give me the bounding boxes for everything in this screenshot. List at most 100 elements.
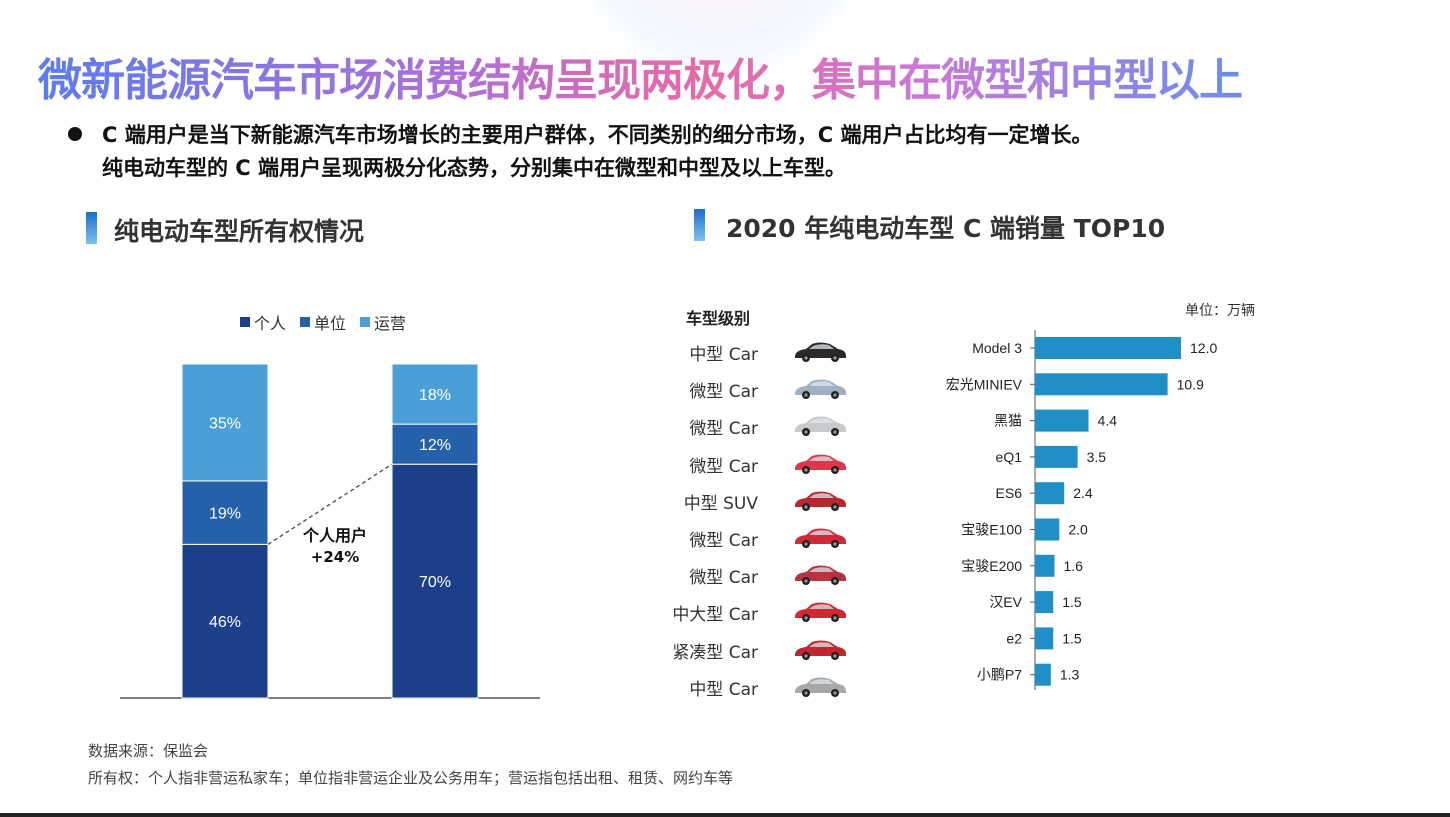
bottom-border [0, 813, 1450, 817]
vehicle-class-label: 中型 Car [689, 345, 758, 365]
vehicle-class-label: 中大型 Car [672, 605, 758, 626]
bar-segment-label: 70% [419, 574, 451, 591]
summary-text: C 端用户是当下新能源汽车市场增长的主要用户群体，不同类别的细分市场，C 端用户… [102, 119, 1092, 185]
growth-annotation-title: 个人用户 [302, 526, 367, 545]
sales-bar [1035, 663, 1051, 686]
vehicle-class-label: 紧凑型 Car [672, 642, 758, 663]
car-icon [795, 602, 846, 623]
bar-segment-单位 [391, 423, 479, 465]
sales-value-label: 10.9 [1177, 376, 1204, 392]
car-icon [795, 342, 846, 362]
chart-legend: 个人 单位 运营 [240, 310, 406, 334]
bar-segment-label: 19% [209, 506, 241, 523]
model-label: 宝骏E100 [961, 522, 1022, 538]
car-icon [795, 416, 846, 437]
sales-value-label: 2.4 [1073, 485, 1093, 501]
model-label: 小鹏P7 [977, 667, 1022, 683]
bar-segment-个人 [181, 543, 269, 699]
model-label: eQ1 [996, 449, 1023, 465]
vehicle-class-label: 微型 Car [689, 382, 758, 403]
model-label: 汉EV [989, 594, 1022, 610]
model-label: ES6 [996, 485, 1023, 501]
sales-value-label: 3.5 [1087, 449, 1107, 465]
sales-value-label: 12.0 [1190, 340, 1217, 356]
sales-bar [1035, 445, 1078, 468]
section-marker-left [86, 212, 97, 244]
bar-segment-label: 18% [419, 387, 451, 404]
sales-bar [1035, 627, 1054, 650]
vehicle-class-row: 中型 Car [650, 671, 860, 701]
model-label: e2 [1006, 630, 1022, 646]
legend-label-unit: 单位 [314, 314, 347, 333]
legend-swatch-operating [360, 317, 371, 327]
car-icon [795, 491, 846, 511]
page-title: 微新能源汽车市场消费结构呈现两极化，集中在微型和中型以上 [38, 44, 1243, 108]
vehicle-class-label: 微型 Car [689, 531, 758, 551]
vehicle-class-row: 中型 SUV [650, 485, 860, 515]
legend-label-operating: 运营 [374, 314, 407, 333]
sales-bar [1035, 482, 1065, 505]
sales-bar [1035, 554, 1055, 577]
model-label: 宏光MINIEV [946, 376, 1023, 392]
car-icon [795, 677, 846, 697]
bar-segment-label: 46% [209, 614, 241, 631]
vehicle-class-row: 微型 Car [650, 448, 860, 478]
summary-line-2: 纯电动车型的 C 端用户呈现两极分化态势，分别集中在微型和中型及以上车型。 [102, 156, 847, 180]
left-section-title: 纯电动车型所有权情况 [114, 217, 365, 246]
vehicle-class-header: 车型级别 [686, 309, 751, 328]
sales-value-label: 1.5 [1062, 630, 1082, 646]
sales-bar [1035, 337, 1181, 359]
vehicle-class-label: 微型 Car [689, 568, 758, 589]
legend-item-operating: 运营 [360, 310, 406, 334]
car-icon [795, 454, 846, 474]
bar-segment-运营 [181, 363, 269, 482]
legend-swatch-personal [240, 317, 250, 327]
sales-value-label: 4.4 [1098, 413, 1118, 429]
sales-value-label: 1.6 [1063, 558, 1083, 574]
car-icon [795, 528, 846, 548]
vehicle-class-row: 紧凑型 Car [650, 634, 860, 664]
model-label: Model 3 [972, 340, 1022, 356]
bar-segment-运营 [391, 363, 479, 425]
growth-connector-line [267, 463, 393, 545]
sales-value-label: 1.3 [1060, 667, 1080, 683]
vehicle-class-label: 中型 SUV [683, 493, 758, 514]
vehicle-class-row: 微型 Car [650, 559, 860, 589]
sales-value-label: 1.5 [1062, 594, 1082, 610]
vehicle-class-label: 微型 Car [689, 419, 758, 440]
unit-label: 单位：万辆 [1185, 303, 1255, 319]
bar-segment-label: 35% [209, 415, 241, 432]
legend-item-unit: 单位 [300, 310, 346, 334]
legend-label-personal: 个人 [254, 314, 287, 333]
vehicle-class-row: 微型 Car [650, 410, 860, 440]
vehicle-class-row: 中型 Car [650, 336, 860, 366]
car-icon [795, 379, 846, 400]
bar-segment-单位 [181, 480, 269, 545]
model-label: 黑猫 [994, 413, 1022, 429]
bar-segment-个人 [391, 463, 479, 699]
sales-bar [1035, 518, 1060, 541]
car-icon [795, 640, 846, 660]
model-label: 宝骏E200 [961, 558, 1022, 574]
vehicle-class-row: 微型 Car [650, 522, 860, 552]
vehicle-class-label: 微型 Car [689, 456, 758, 477]
vehicle-class-label: 中型 Car [689, 679, 758, 700]
bar-segment-label: 12% [419, 437, 451, 454]
vehicle-class-row: 中大型 Car [650, 596, 860, 626]
bullet-dot [68, 127, 82, 141]
growth-annotation-value: +24% [311, 548, 359, 566]
car-icon [795, 565, 846, 586]
legend-swatch-unit [300, 317, 311, 327]
definition-note: 所有权：个人指非营运私家车；单位指非营运企业及公务用车；营运指包括出租、租赁、网… [88, 769, 734, 787]
sales-bar [1035, 409, 1089, 432]
right-section-title: 2020 年纯电动车型 C 端销量 TOP10 [726, 214, 1166, 243]
sales-bar [1035, 591, 1054, 614]
source-note: 数据来源：保监会 [88, 742, 209, 760]
legend-item-personal: 个人 [240, 310, 286, 334]
sales-bar [1035, 373, 1168, 396]
vehicle-class-row: 微型 Car [650, 373, 860, 403]
sales-value-label: 2.0 [1068, 522, 1088, 538]
summary-line-1: C 端用户是当下新能源汽车市场增长的主要用户群体，不同类别的细分市场，C 端用户… [102, 123, 1093, 147]
section-marker-right [694, 209, 705, 241]
